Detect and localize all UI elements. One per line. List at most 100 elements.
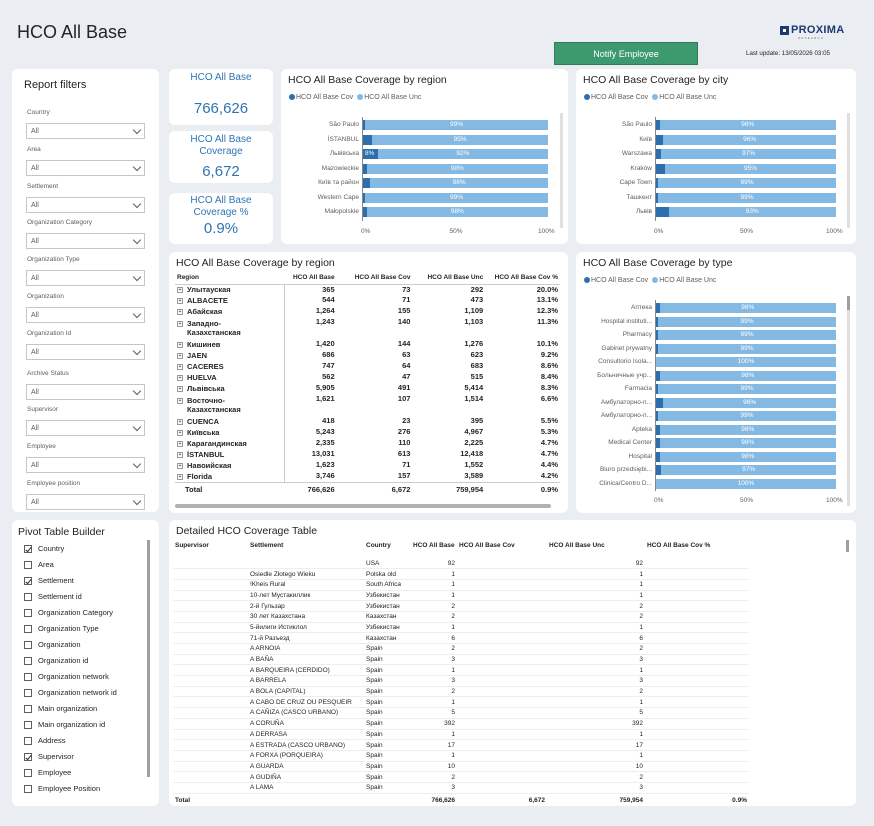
detail-row[interactable]: A CAÑIZA (CASCO URBANO) Spain 5 5 — [173, 707, 749, 719]
bar-cov[interactable] — [656, 163, 665, 174]
bar-cov[interactable] — [656, 438, 660, 448]
matrix-row[interactable]: + Florida 3,746 157 3,589 4.2% — [175, 471, 560, 482]
bar-cov[interactable] — [656, 120, 660, 130]
pivot-item-main-organization[interactable]: Main organization — [24, 704, 97, 713]
matrix-row[interactable]: + Львівська 5,905 491 5,414 8.3% — [175, 383, 560, 394]
detail-column-header[interactable]: HCO All Base Unc — [549, 542, 605, 549]
region-chart-scrollbar[interactable] — [560, 113, 563, 228]
bar-unc[interactable] — [656, 478, 836, 489]
pivot-item-organization-network[interactable]: Organization network — [24, 672, 109, 681]
detail-row[interactable]: 71-й Разъезд Казахстан 6 6 — [173, 632, 749, 644]
detail-row[interactable]: A GUARDA Spain 10 10 — [173, 761, 749, 773]
pivot-item-area[interactable]: Area — [24, 560, 54, 569]
filter-select-organization-category[interactable]: All — [26, 233, 145, 249]
filter-select-employee-position[interactable]: All — [26, 494, 145, 510]
detail-row[interactable]: A ARNOIA Spain 2 2 — [173, 643, 749, 655]
pivot-item-employee-position[interactable]: Employee Position — [24, 784, 100, 793]
detail-row[interactable]: A BARQUEIRA (CERDIDO) Spain 1 1 — [173, 664, 749, 677]
expand-icon[interactable]: + — [177, 364, 183, 370]
expand-icon[interactable]: + — [177, 452, 183, 458]
type-chart-scroll-thumb[interactable] — [847, 296, 850, 310]
detail-column-header[interactable]: HCO All Base Cov % — [647, 542, 711, 549]
checkbox-icon[interactable] — [24, 704, 32, 713]
detail-row[interactable]: 30 лет Казахстана Казахстан 2 2 — [173, 611, 749, 623]
bar-unc[interactable] — [363, 149, 548, 159]
bar-cov[interactable] — [656, 178, 658, 188]
bar-unc[interactable] — [363, 192, 548, 203]
filter-select-archive-status[interactable]: All — [26, 384, 145, 400]
bar-cov[interactable] — [363, 134, 373, 145]
expand-icon[interactable]: + — [177, 342, 183, 348]
detail-row[interactable]: 10-лет Мустакиллик Узбекистан 1 1 — [173, 590, 749, 602]
bar-cov[interactable] — [656, 424, 660, 435]
checkbox-icon[interactable] — [24, 640, 32, 649]
expand-icon[interactable]: + — [177, 473, 183, 480]
bar-cov[interactable] — [656, 451, 660, 462]
checkbox-icon[interactable] — [24, 592, 32, 601]
checkbox-icon[interactable] — [24, 736, 32, 745]
pivot-item-organization-category[interactable]: Organization Category — [24, 608, 113, 617]
bar-cov[interactable] — [363, 120, 365, 130]
matrix-row[interactable]: + Кишинев 1,420 144 1,276 10.1% — [175, 339, 560, 350]
detail-column-header[interactable]: HCO All Base — [413, 542, 455, 549]
expand-icon[interactable]: + — [177, 398, 183, 404]
bar-unc[interactable] — [363, 163, 548, 174]
pivot-item-settlement[interactable]: Settlement — [24, 576, 74, 585]
bar-unc[interactable] — [656, 370, 836, 381]
pivot-item-employee[interactable]: Employee — [24, 768, 71, 777]
matrix-row[interactable]: + Улытауская 365 73 292 20.0% — [175, 284, 560, 295]
detail-row[interactable]: USA 92 92 — [173, 558, 749, 570]
bar-cov[interactable] — [656, 343, 658, 354]
pivot-item-main-organization-id[interactable]: Main organization id — [24, 720, 105, 729]
bar-cov[interactable] — [656, 134, 664, 145]
filter-select-country[interactable]: All — [26, 123, 145, 139]
bar-unc[interactable] — [656, 384, 836, 394]
detail-row[interactable]: A BOLA (CAPITAL) Spain 2 2 — [173, 686, 749, 698]
filter-select-employee[interactable]: All — [26, 457, 145, 473]
detail-row[interactable]: 5-йилиги Истиклол Узбекистан 1 1 — [173, 622, 749, 634]
checkbox-icon[interactable] — [24, 672, 32, 681]
checkbox-icon[interactable] — [24, 784, 32, 793]
bar-cov[interactable] — [363, 192, 365, 203]
pivot-item-supervisor[interactable]: Supervisor — [24, 752, 74, 761]
checkbox-icon[interactable] — [24, 720, 32, 729]
matrix-row[interactable]: + CUENCA 418 23 395 5.5% — [175, 416, 560, 427]
bar-cov[interactable] — [656, 397, 664, 408]
expand-icon[interactable]: + — [177, 441, 183, 447]
bar-unc[interactable] — [656, 134, 836, 145]
expand-icon[interactable]: + — [177, 353, 183, 359]
bar-cov[interactable] — [363, 149, 378, 159]
detail-row[interactable]: A CORUÑA Spain 392 392 — [173, 718, 749, 730]
detail-row[interactable]: Osiedle Złotego Wieku Polska old 1 1 — [173, 568, 749, 580]
matrix-row[interactable]: + Абайская 1,264 155 1,109 12.3% — [175, 306, 560, 317]
bar-cov[interactable] — [656, 149, 662, 159]
checkbox-icon[interactable] — [24, 768, 32, 777]
detail-row[interactable]: A ESTRADA (CASCO URBANO) Spain 17 17 — [173, 739, 749, 751]
expand-icon[interactable]: + — [177, 321, 183, 327]
matrix-row[interactable]: + CACERES 747 64 683 8.6% — [175, 361, 560, 372]
bar-cov[interactable] — [656, 384, 658, 394]
expand-icon[interactable]: + — [177, 298, 183, 304]
bar-cov[interactable] — [363, 163, 367, 174]
bar-cov[interactable] — [656, 370, 660, 381]
bar-unc[interactable] — [656, 178, 836, 188]
detail-column-header[interactable]: Country — [366, 542, 391, 549]
bar-unc[interactable] — [656, 357, 836, 367]
matrix-row[interactable]: + ALBACETE 544 71 473 13.1% — [175, 295, 560, 306]
expand-icon[interactable]: + — [177, 419, 183, 425]
filter-select-settlement[interactable]: All — [26, 197, 145, 213]
matrix-column-header[interactable]: HCO All Base Cov — [336, 272, 413, 285]
pivot-item-organization-id[interactable]: Organization id — [24, 656, 88, 665]
checkbox-icon[interactable] — [24, 608, 32, 617]
checkbox-icon[interactable] — [24, 656, 32, 665]
bar-unc[interactable] — [656, 397, 836, 408]
detail-row[interactable]: A CABO DE CRUZ OU PESQUEIR Spain 1 1 — [173, 696, 749, 709]
detail-column-header[interactable]: Settlement — [250, 542, 284, 549]
checkbox-checked-icon[interactable] — [24, 576, 32, 585]
bar-cov[interactable] — [656, 192, 658, 203]
detail-row[interactable]: 2-й Гульзар Узбекистан 2 2 — [173, 600, 749, 612]
notify-employee-button[interactable]: Notify Employee — [554, 42, 698, 65]
matrix-column-header[interactable]: HCO All Base Cov % — [485, 272, 560, 285]
bar-cov[interactable] — [656, 207, 669, 217]
bar-unc[interactable] — [363, 178, 548, 188]
